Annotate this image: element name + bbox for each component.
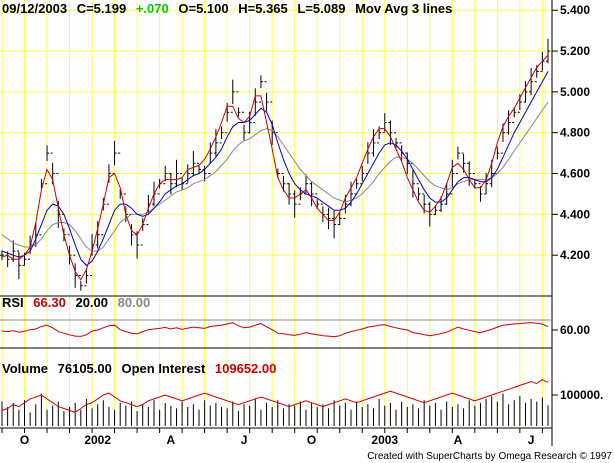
volume-bars [1,393,549,426]
time-axis-label: 2002 [84,433,111,447]
header-open: O=5.100 [178,1,228,16]
header-close: C=5.199 [77,1,127,16]
time-axis-label: A [454,433,463,447]
rsi-line [1,322,549,338]
volume-label: Volume [2,361,48,376]
header-change: +.070 [136,1,169,16]
volume-value: 76105.00 [58,361,112,376]
header-study: Mov Avg 3 lines [355,1,452,16]
open-interest-line [1,379,549,413]
volume-panel: Volume 76105.00 Open Interest 109652.00 … [1,361,603,426]
price-panel: 5.400 5.200 5.000 4.800 4.600 4.400 4.200 [0,3,590,291]
rsi-axis-label: 60.00 [560,323,590,337]
vertical-grid [1,0,543,426]
volume-legend: Volume 76105.00 Open Interest 109652.00 [2,361,276,376]
volume-axis-label: 100000. [560,388,603,402]
price-axis-label: 4.600 [560,167,590,181]
ma-mid-line [1,71,549,267]
time-axis: O 2002 A J O 2003 A J [1,428,543,447]
price-axis-label: 5.200 [560,44,590,58]
price-axis-label: 4.200 [560,248,590,262]
rsi-legend: RSI 66.30 20.00 80.00 [2,295,150,310]
ma-fast-line [1,54,549,281]
price-axis-label: 4.400 [560,207,590,221]
price-axis-label: 5.400 [560,3,590,17]
header-date: 09/12/2003 [2,1,67,16]
price-axis-label: 4.800 [560,126,590,140]
footer-credit: Created with SuperCharts by Omega Resear… [367,451,612,462]
time-axis-label: A [167,433,176,447]
rsi-high-level: 80.00 [118,295,151,310]
time-axis-label: O [307,433,316,447]
price-axis: 5.400 5.200 5.000 4.800 4.600 4.400 4.200 [552,3,590,262]
rsi-panel: RSI 66.30 20.00 80.00 60.00 [0,295,590,349]
time-axis-label: 2003 [371,433,398,447]
chart-header: 09/12/2003 C=5.199 +.070 O=5.100 H=5.365… [2,1,452,16]
time-axis-label: J [241,433,248,447]
price-horizontal-grid [0,9,552,256]
rsi-low-level: 20.00 [75,295,108,310]
price-axis-label: 5.000 [560,85,590,99]
header-high: H=5.365 [238,1,288,16]
time-axis-label: J [528,433,535,447]
rsi-value: 66.30 [33,295,66,310]
oi-label: Open Interest [121,361,205,376]
header-low: L=5.089 [297,1,345,16]
rsi-label: RSI [2,295,24,310]
oi-value: 109652.00 [215,361,276,376]
time-axis-label: O [20,433,29,447]
